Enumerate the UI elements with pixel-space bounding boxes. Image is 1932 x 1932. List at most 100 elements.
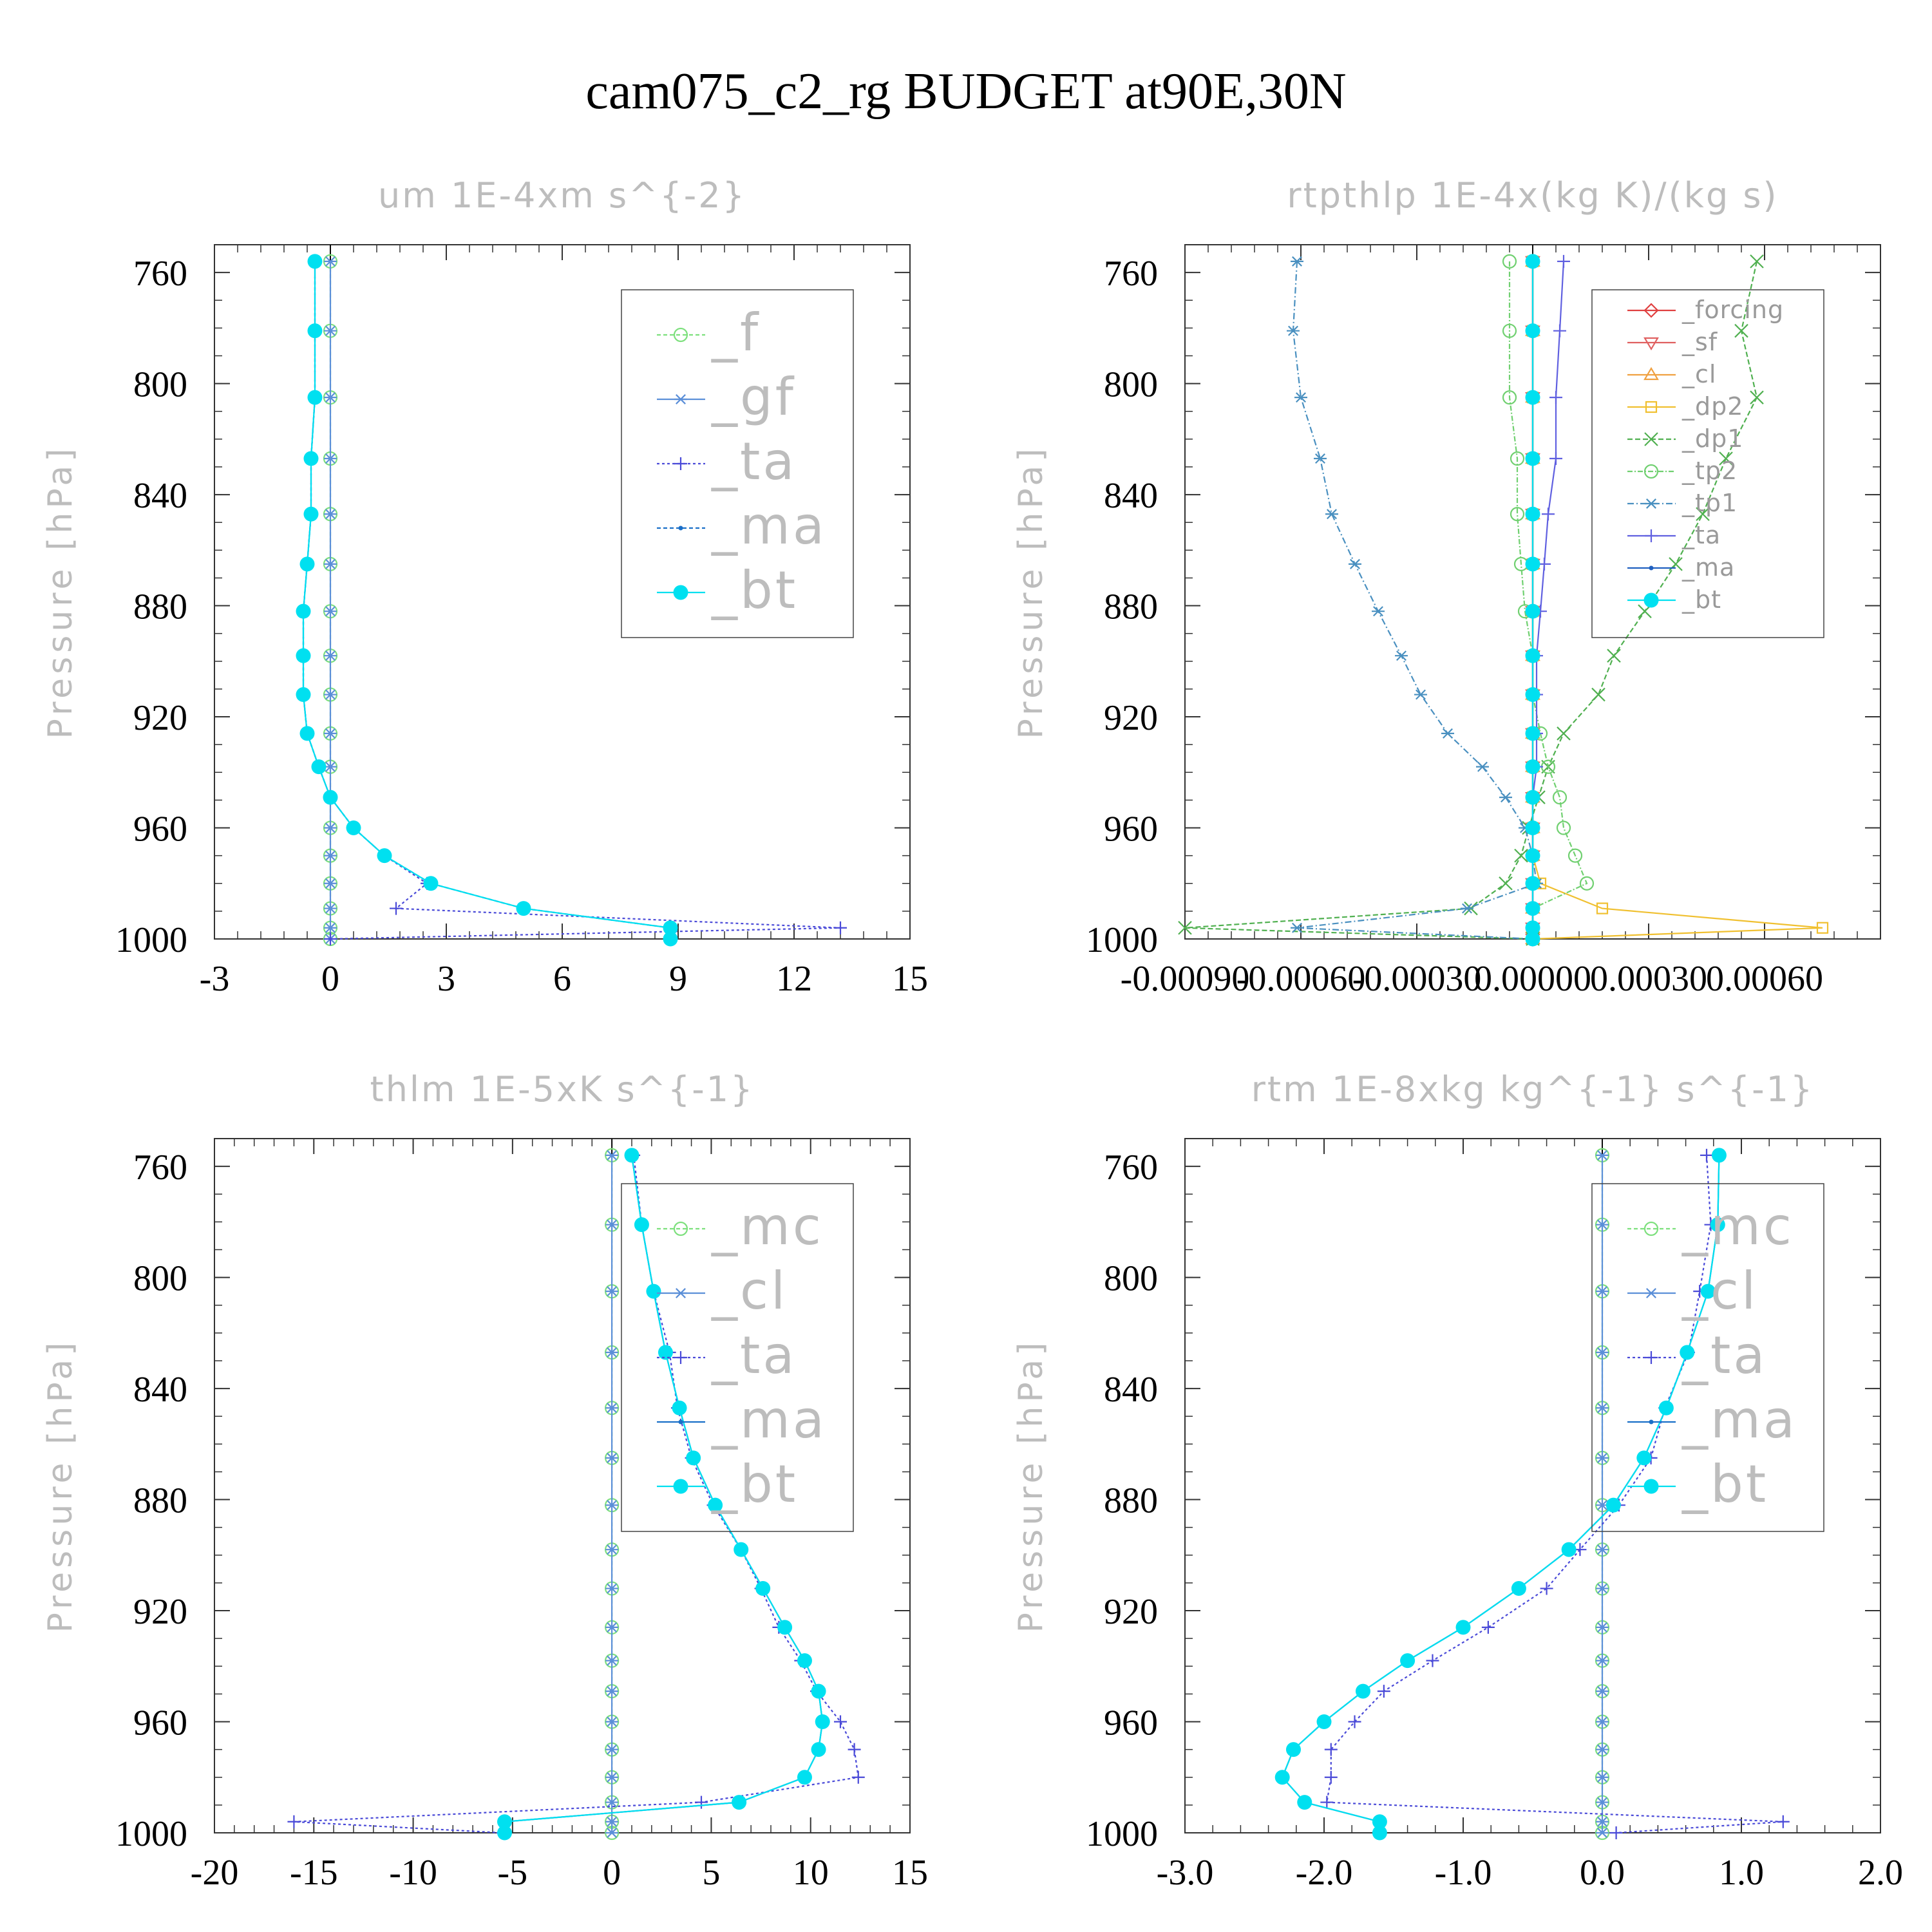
- data-point: [1461, 903, 1473, 914]
- legend-item: _sf: [1627, 328, 1718, 356]
- panel-1: um 1E-4xm s^{-2} Pressure [hPa] 760 800 840 8…: [41, 175, 928, 999]
- figure-title: cam075_c2_rg BUDGET at90E,30N: [585, 63, 1346, 120]
- data-point: [377, 848, 392, 864]
- data-point: [1502, 390, 1517, 405]
- plot-frame: [214, 1138, 911, 1833]
- legend-item: _ta: [657, 431, 797, 491]
- data-point: [646, 1283, 661, 1299]
- x-tick-label: -10: [389, 1853, 437, 1893]
- legend-item: _dp1: [1627, 424, 1743, 453]
- data-point: [303, 451, 319, 466]
- legend-label: _ta: [711, 431, 797, 491]
- data-point: [797, 1770, 812, 1785]
- x-tick-label: -3: [200, 959, 230, 999]
- data-point: [1502, 323, 1517, 338]
- data-point: [1553, 324, 1566, 337]
- data-point: [1525, 556, 1540, 572]
- y-tick-label: 920: [1104, 1592, 1158, 1632]
- x-tick-label: 5: [702, 1853, 720, 1893]
- data-point: [1549, 391, 1562, 404]
- data-point: [1455, 1620, 1471, 1635]
- data-point: [1525, 790, 1540, 805]
- data-point: [811, 1742, 826, 1757]
- y-axis-label: Pressure [hPa]: [1012, 445, 1050, 739]
- x-tick-label: 6: [553, 959, 571, 999]
- x-tick-label: 15: [892, 1853, 928, 1893]
- legend-marker: [1645, 1288, 1658, 1298]
- data-point: [732, 1795, 747, 1810]
- legend-marker: [1645, 529, 1658, 542]
- legend-box: [621, 1183, 854, 1532]
- legend-marker: [1643, 1221, 1659, 1236]
- panel-title: rtpthlp 1E-4x(kg K)/(kg s): [1287, 175, 1778, 216]
- legend-label: _cl: [711, 1261, 788, 1321]
- data-point: [390, 902, 402, 915]
- series-bt: [1274, 1148, 1727, 1841]
- data-point: [1481, 1620, 1495, 1634]
- data-point: [1285, 1742, 1301, 1757]
- y-tick-label: 960: [133, 1703, 187, 1743]
- data-point: [1596, 1744, 1609, 1755]
- y-axis-label: Pressure [hPa]: [41, 445, 80, 739]
- series-line: [1292, 261, 1538, 940]
- legend-marker: [674, 394, 687, 404]
- data-point: [1596, 1686, 1609, 1697]
- data-point: [1325, 509, 1338, 520]
- legend-marker: [1643, 303, 1659, 318]
- data-point: [1540, 1582, 1553, 1595]
- data-point: [1377, 1685, 1390, 1698]
- data-point: [1596, 1828, 1609, 1838]
- legend-item: _ma: [657, 1390, 824, 1450]
- y-tick-label: 1000: [1086, 920, 1158, 960]
- legend-item: _mc: [657, 1197, 821, 1256]
- legend-marker: [1643, 592, 1659, 608]
- legend: _mc_cl_ta_ma_bt: [1591, 1183, 1824, 1532]
- legend-label: _tp2: [1681, 457, 1738, 485]
- legend-item: _dp2: [1627, 392, 1743, 421]
- data-point: [605, 1286, 619, 1297]
- data-point: [605, 1150, 619, 1160]
- legend-marker: [674, 1288, 687, 1298]
- data-point: [834, 1715, 847, 1728]
- data-point: [605, 1828, 619, 1838]
- panel-title: thlm 1E-5xK s^{-1}: [370, 1069, 755, 1110]
- y-tick-label: 840: [133, 1370, 187, 1410]
- panel-3: thlm 1E-5xK s^{-1} Pressure [hPa] 760 800 84…: [41, 1069, 928, 1893]
- data-point: [346, 820, 361, 836]
- data-point: [1596, 1403, 1609, 1414]
- data-point: [287, 1815, 301, 1828]
- data-point: [1596, 902, 1609, 914]
- legend-item: _cl: [1627, 1261, 1756, 1321]
- series-line: [1184, 261, 1758, 940]
- y-tick-label: 1000: [1086, 1814, 1158, 1854]
- legend-label: _ta: [1681, 1325, 1767, 1385]
- data-point: [516, 901, 531, 916]
- legend-label: _bt: [711, 1454, 798, 1514]
- legend: _f_gf_ta_ma_bt: [621, 289, 854, 638]
- data-point: [1596, 1452, 1609, 1463]
- x-tick-label: 0.00000: [1474, 959, 1591, 999]
- data-point: [324, 903, 337, 914]
- data-point: [1372, 1814, 1387, 1830]
- y-tick-label: 920: [133, 1592, 187, 1632]
- data-point: [1525, 759, 1540, 775]
- data-point: [634, 1217, 649, 1233]
- plot-frame: [1184, 1138, 1881, 1833]
- data-point: [1636, 1450, 1652, 1466]
- legend-marker: [1649, 1419, 1654, 1425]
- data-point: [1605, 1497, 1621, 1513]
- y-tick-label: 800: [1104, 1259, 1158, 1299]
- legend-item: _ta: [1627, 521, 1720, 549]
- data-point: [797, 1653, 812, 1669]
- data-point: [1609, 1826, 1623, 1839]
- data-point: [296, 687, 311, 703]
- legend-label: _mc: [1681, 1197, 1794, 1256]
- legend-item: _tp1: [1627, 489, 1737, 517]
- x-tick-label: 0.00060: [1706, 959, 1823, 999]
- data-point: [777, 1620, 793, 1635]
- data-point: [1316, 1714, 1332, 1730]
- data-point: [497, 1825, 513, 1841]
- data-point: [1426, 1654, 1439, 1667]
- data-point: [815, 1714, 830, 1730]
